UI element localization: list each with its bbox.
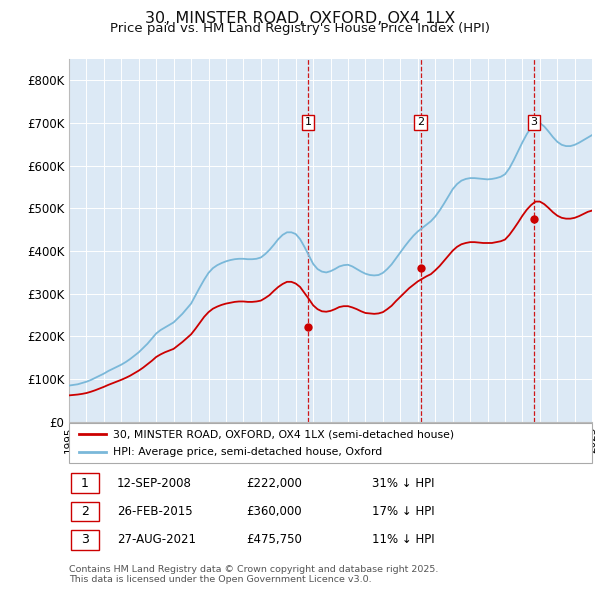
Text: 31% ↓ HPI: 31% ↓ HPI	[372, 477, 434, 490]
FancyBboxPatch shape	[71, 530, 98, 550]
Text: HPI: Average price, semi-detached house, Oxford: HPI: Average price, semi-detached house,…	[113, 447, 383, 457]
Text: 11% ↓ HPI: 11% ↓ HPI	[372, 533, 434, 546]
Text: 27-AUG-2021: 27-AUG-2021	[117, 533, 196, 546]
FancyBboxPatch shape	[71, 473, 98, 493]
Text: 26-FEB-2015: 26-FEB-2015	[117, 505, 193, 518]
Text: Price paid vs. HM Land Registry's House Price Index (HPI): Price paid vs. HM Land Registry's House …	[110, 22, 490, 35]
Text: 3: 3	[80, 533, 89, 546]
Text: £222,000: £222,000	[246, 477, 302, 490]
Text: 1: 1	[305, 117, 311, 127]
Text: 3: 3	[530, 117, 538, 127]
Text: 30, MINSTER ROAD, OXFORD, OX4 1LX (semi-detached house): 30, MINSTER ROAD, OXFORD, OX4 1LX (semi-…	[113, 430, 455, 440]
Text: Contains HM Land Registry data © Crown copyright and database right 2025.
This d: Contains HM Land Registry data © Crown c…	[69, 565, 439, 584]
Text: 2: 2	[417, 117, 424, 127]
Text: £475,750: £475,750	[246, 533, 302, 546]
Text: 1: 1	[80, 477, 89, 490]
Text: £360,000: £360,000	[246, 505, 302, 518]
FancyBboxPatch shape	[69, 423, 592, 463]
Text: 2: 2	[80, 505, 89, 518]
Text: 12-SEP-2008: 12-SEP-2008	[117, 477, 192, 490]
Text: 17% ↓ HPI: 17% ↓ HPI	[372, 505, 434, 518]
Text: 30, MINSTER ROAD, OXFORD, OX4 1LX: 30, MINSTER ROAD, OXFORD, OX4 1LX	[145, 11, 455, 25]
FancyBboxPatch shape	[71, 502, 98, 522]
